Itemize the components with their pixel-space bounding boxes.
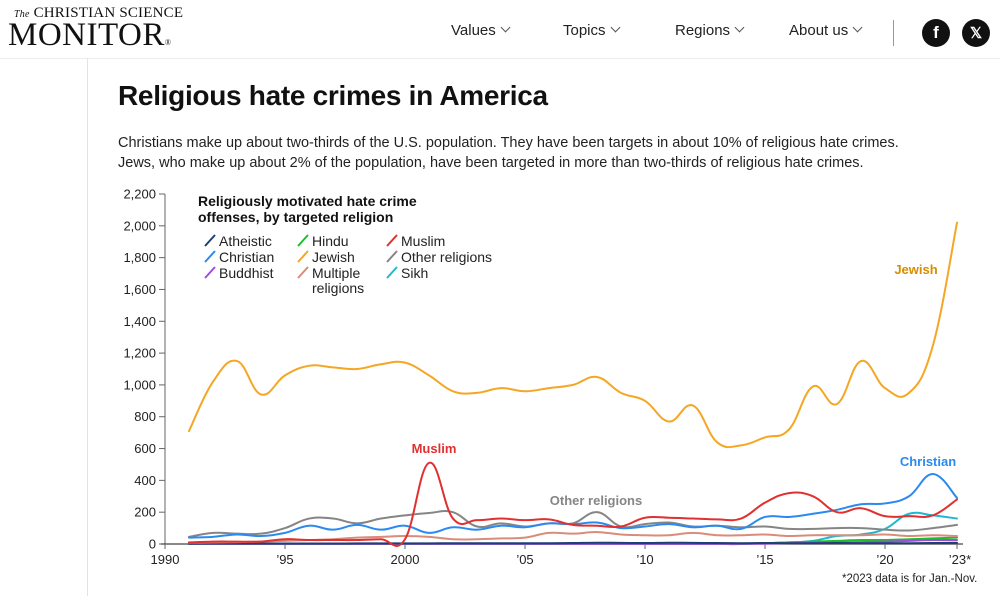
logo-line1: The CHRISTIAN SCIENCE	[14, 6, 183, 21]
legend-label: Jewish	[312, 249, 355, 265]
site-logo[interactable]: The CHRISTIAN SCIENCE MONITOR®	[8, 6, 183, 52]
x-tick-label: 2000	[391, 552, 420, 567]
y-tick-label: 1,800	[123, 250, 156, 265]
nav-item-regions[interactable]: Regions	[675, 22, 745, 39]
y-tick-label: 800	[134, 409, 156, 424]
legend-swatch	[386, 234, 398, 247]
legend-swatch	[204, 234, 216, 247]
legend-swatch	[297, 266, 309, 279]
legend-item-other-religions: Other religions	[386, 249, 492, 265]
top-navigation-bar: The CHRISTIAN SCIENCE MONITOR® Values To…	[0, 0, 1000, 59]
legend-item-buddhist: Buddhist	[204, 265, 274, 281]
subtitle-line-2: Jews, who make up about 2% of the popula…	[118, 155, 864, 171]
x-axis: 1990 ’95 2000 ’05 ’10 ’15 ’20 ’23*	[151, 543, 971, 567]
y-tick-label: 1,000	[123, 377, 156, 392]
legend-swatch	[297, 234, 309, 247]
legend-swatch	[386, 250, 398, 263]
logo-line2-text: MONITOR	[8, 17, 165, 53]
y-tick-label: 200	[134, 505, 156, 520]
nav-label: About us	[789, 22, 849, 39]
y-tick-label: 0	[149, 537, 156, 552]
y-axis: 0 200 400 600 800 1,000 1,200 1,400 1,600 1,800 2,…	[123, 187, 166, 552]
chart-footnote: *2023 data is for Jan.-Nov.	[842, 573, 978, 585]
nav-item-topics[interactable]: Topics	[563, 22, 620, 39]
y-tick-label: 2,000	[123, 218, 156, 233]
legend-label: Other religions	[401, 249, 492, 265]
x-tick-label: ’10	[636, 552, 653, 567]
y-tick-label: 1,200	[123, 346, 156, 361]
nav-label: Topics	[563, 22, 606, 39]
legend-title-line-2: offenses, by targeted religion	[198, 209, 393, 225]
legend-swatch	[204, 250, 216, 263]
series-lines	[188, 221, 958, 547]
article-subtitle: Christians make up about two-thirds of t…	[118, 133, 978, 173]
logo-prefix: The	[14, 9, 30, 20]
series-annotations: Jewish Muslim Other religions Christian	[412, 262, 957, 508]
legend-swatch	[204, 266, 216, 279]
nav-label: Values	[451, 22, 496, 39]
nav-label: Regions	[675, 22, 731, 39]
legend-item-christian: Christian	[204, 249, 274, 265]
nav-item-values[interactable]: Values	[451, 22, 511, 39]
nav-item-about-us[interactable]: About us	[789, 22, 863, 39]
legend-label: Muslim	[401, 233, 445, 249]
annotation-other-religions: Other religions	[550, 493, 642, 508]
legend-label: Multiple	[312, 265, 360, 281]
legend-label: Christian	[219, 249, 274, 265]
annotation-muslim: Muslim	[412, 441, 457, 456]
annotation-christian: Christian	[900, 454, 956, 469]
registered-mark: ®	[164, 38, 172, 47]
facebook-icon[interactable]: f	[922, 19, 950, 47]
y-tick-label: 2,200	[123, 187, 156, 202]
legend-label: Buddhist	[219, 265, 274, 281]
legend-label: Atheistic	[219, 233, 272, 249]
page-title: Religious hate crimes in America	[118, 80, 548, 111]
legend-item-jewish: Jewish	[297, 249, 355, 265]
series-line-jewish	[188, 221, 958, 449]
series-line-muslim	[188, 461, 958, 547]
x-tick-label: ’23*	[949, 552, 971, 567]
nav-divider	[893, 20, 894, 46]
annotation-jewish: Jewish	[894, 262, 937, 277]
y-tick-label: 400	[134, 473, 156, 488]
x-tick-label: 1990	[151, 552, 180, 567]
y-tick-label: 1,400	[123, 314, 156, 329]
legend-title-line-1: Religiously motivated hate crime	[198, 193, 417, 209]
x-tick-label: ’20	[876, 552, 893, 567]
legend-swatch	[386, 266, 398, 279]
legend-item-muslim: Muslim	[386, 233, 445, 249]
logo-line2: MONITOR®	[8, 19, 183, 52]
y-tick-label: 600	[134, 441, 156, 456]
legend-swatch	[297, 250, 309, 263]
x-tick-label: ’05	[516, 552, 533, 567]
x-tick-label: ’95	[276, 552, 293, 567]
series-line-atheistic	[188, 541, 958, 545]
x-icon[interactable]: 𝕏	[962, 19, 990, 47]
legend-item-sikh: Sikh	[386, 265, 428, 281]
legend-label: Hindu	[312, 233, 349, 249]
y-tick-label: 1,600	[123, 282, 156, 297]
legend-label: Sikh	[401, 265, 428, 281]
legend-label: religions	[312, 280, 364, 296]
legend-item-atheistic: Atheistic	[204, 233, 272, 249]
subtitle-line-1: Christians make up about two-thirds of t…	[118, 135, 899, 151]
x-tick-label: ’15	[756, 552, 773, 567]
chart-legend: Religiously motivated hate crime offense…	[198, 193, 492, 296]
logo-line1-text: CHRISTIAN SCIENCE	[33, 5, 184, 21]
legend-item-hindu: Hindu	[297, 233, 349, 249]
content-left-border	[87, 58, 88, 596]
